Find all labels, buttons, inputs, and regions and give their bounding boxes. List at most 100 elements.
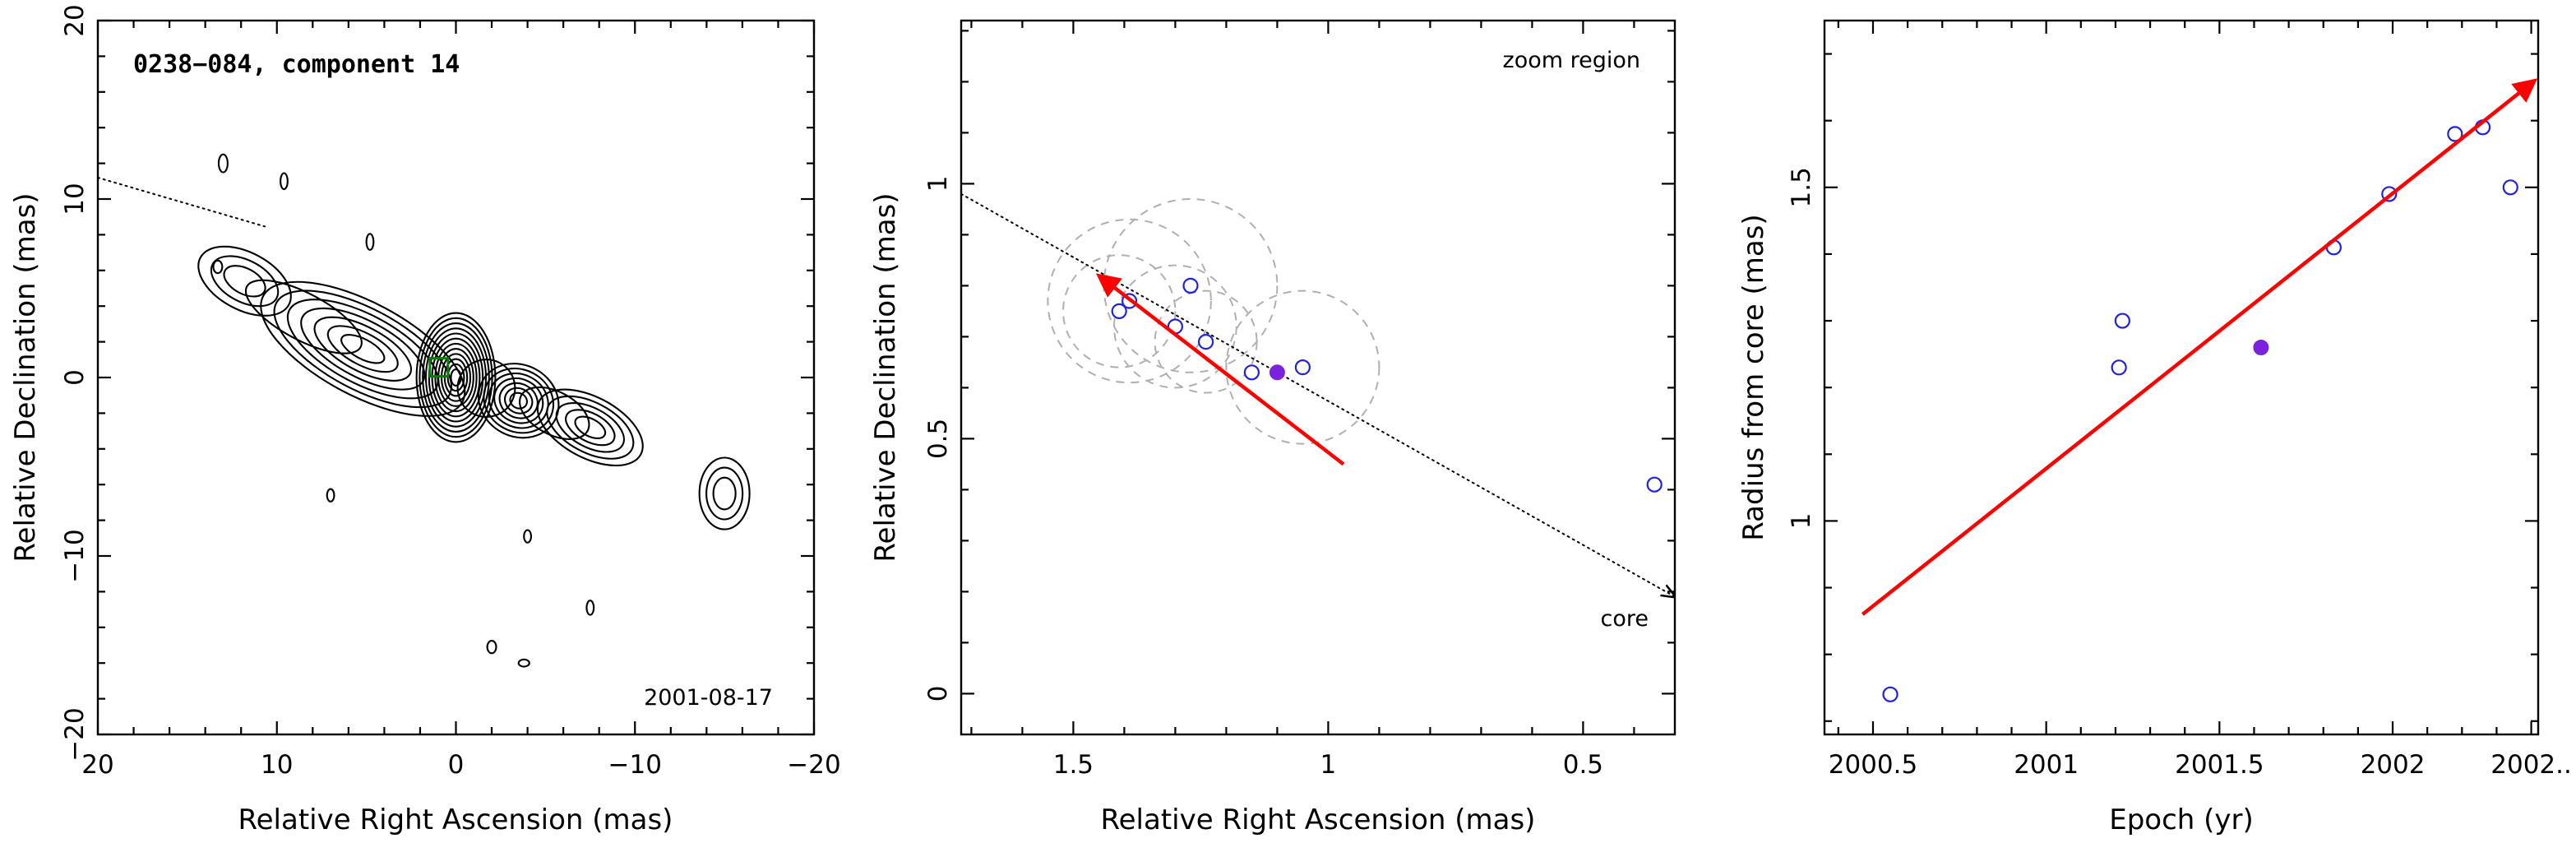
y-tick-label: 10 bbox=[60, 183, 90, 215]
data-point bbox=[1111, 303, 1127, 319]
contour-level bbox=[574, 415, 607, 440]
x-tick-label: 1.5 bbox=[1053, 750, 1094, 780]
fit-circle bbox=[1225, 289, 1380, 445]
core-label: core bbox=[1601, 606, 1649, 632]
motion-vector bbox=[1861, 78, 2538, 616]
x-tick-label: 10 bbox=[261, 750, 293, 780]
contour-island bbox=[585, 600, 595, 616]
data-point bbox=[2447, 126, 2463, 142]
contour-island bbox=[365, 233, 375, 251]
x-tick-label: 2001 bbox=[2014, 750, 2079, 780]
motion-vector bbox=[1095, 273, 1345, 466]
axis-ticks: 20 10 0 −10 −20 −20 −10 0 10 20 bbox=[60, 4, 841, 780]
contour-level bbox=[326, 325, 399, 373]
x-tick-label: 20 bbox=[81, 750, 113, 780]
x-axis-label: Relative Right Ascension (mas) bbox=[1101, 804, 1536, 836]
contour-level bbox=[483, 368, 555, 434]
y-tick-label: −10 bbox=[60, 529, 90, 582]
x-tick-label: 2000.5 bbox=[1829, 750, 1917, 780]
x-tick-label: 0.5 bbox=[1563, 750, 1603, 780]
contour-island bbox=[217, 153, 229, 174]
current-epoch-point bbox=[2253, 339, 2269, 355]
contour-map-panel: 20 10 0 −10 −20 −20 −10 0 10 20 0238−084, compone… bbox=[9, 4, 841, 836]
contour-level bbox=[223, 265, 266, 298]
contour-island bbox=[486, 639, 497, 655]
contour-level bbox=[477, 363, 560, 439]
contour-level bbox=[450, 368, 462, 387]
contour-level bbox=[705, 466, 744, 521]
y-tick-label: 1 bbox=[1787, 513, 1816, 530]
contour-level bbox=[197, 245, 292, 317]
plot-frame bbox=[960, 19, 1676, 736]
contour-level bbox=[300, 307, 426, 391]
fit-circle bbox=[1154, 289, 1258, 394]
contour-level bbox=[244, 279, 363, 354]
x-tick-label: 1 bbox=[1320, 750, 1337, 780]
fit-circle bbox=[1062, 254, 1177, 368]
y-axis-label: Relative Declination (mas) bbox=[869, 192, 902, 562]
y-axis-label: Relative Declination (mas) bbox=[9, 192, 42, 562]
radius-epoch-panel: 2000.5 2001 2001.5 2002 2002.. 1 1.5 Epoch (yr… bbox=[1737, 19, 2572, 836]
contour-level bbox=[712, 476, 737, 511]
contour-level bbox=[555, 401, 625, 453]
x-axis-label: Relative Right Ascension (mas) bbox=[238, 804, 673, 836]
contour-level bbox=[415, 312, 497, 443]
axis-ticks: 2000.5 2001 2001.5 2002 2002.. 1 1.5 bbox=[1787, 21, 2572, 780]
map-title: 0238−084, component 14 bbox=[133, 50, 460, 79]
y-tick-label: 0 bbox=[60, 369, 90, 386]
jet-axis-arrow bbox=[961, 192, 1675, 597]
plot-frame bbox=[96, 19, 816, 736]
contour-level bbox=[273, 289, 453, 409]
y-tick-label: 1 bbox=[923, 176, 953, 192]
fit-circle bbox=[1047, 218, 1212, 384]
motion-arrow bbox=[1095, 273, 1345, 466]
contour-level bbox=[536, 388, 644, 467]
x-tick-label: 2001.5 bbox=[2175, 750, 2264, 780]
y-tick-label: 0 bbox=[923, 686, 953, 702]
contour-island bbox=[280, 172, 289, 191]
y-tick-label: 20 bbox=[60, 4, 90, 36]
contour-level bbox=[519, 386, 590, 440]
epoch-label: 2001-08-17 bbox=[644, 685, 773, 711]
x-axis-label: Epoch (yr) bbox=[2109, 804, 2254, 836]
x-tick-label: 2002.. bbox=[2490, 750, 2572, 780]
observation-points bbox=[1111, 277, 1663, 493]
contour-level bbox=[210, 255, 280, 308]
zoom-region-label: zoom region bbox=[1503, 48, 1640, 73]
contour-level bbox=[488, 372, 549, 429]
contour-level bbox=[503, 387, 534, 415]
contour-level bbox=[424, 327, 488, 428]
jet-axis-line bbox=[961, 192, 1675, 597]
y-axis-label: Radius from core (mas) bbox=[1737, 214, 1770, 540]
y-tick-label: 0.5 bbox=[923, 419, 953, 459]
contour-level bbox=[546, 395, 635, 460]
x-tick-label: 2002 bbox=[2361, 750, 2426, 780]
x-tick-label: 0 bbox=[448, 750, 465, 780]
zoom-region-panel: 1.5 1 0.5 0 0.5 1 zoom region core Relative R… bbox=[869, 19, 1676, 836]
contour-overlay bbox=[97, 176, 450, 378]
contour-level bbox=[313, 316, 413, 382]
contour-level bbox=[565, 409, 616, 447]
data-point bbox=[1646, 476, 1663, 493]
data-point bbox=[2114, 313, 2130, 329]
contour-level bbox=[340, 334, 386, 364]
contour-level bbox=[509, 391, 529, 410]
contour-level bbox=[422, 322, 490, 433]
x-tick-label: −20 bbox=[787, 750, 840, 780]
fit-circles bbox=[1047, 198, 1380, 445]
data-point bbox=[2502, 179, 2518, 196]
contour-island bbox=[212, 259, 224, 275]
contour-map bbox=[197, 153, 751, 668]
contour-level bbox=[260, 280, 466, 417]
contour-island bbox=[326, 488, 335, 503]
current-epoch-point bbox=[1269, 364, 1285, 381]
contour-level bbox=[456, 359, 516, 418]
axis-ticks: 1.5 1 0.5 0 0.5 1 bbox=[923, 21, 1675, 780]
contour-island bbox=[523, 529, 533, 544]
contour-level bbox=[498, 382, 539, 419]
data-point bbox=[2111, 359, 2127, 376]
observation-points bbox=[1882, 119, 2518, 702]
contour-level bbox=[493, 377, 544, 424]
data-point bbox=[1182, 277, 1199, 294]
